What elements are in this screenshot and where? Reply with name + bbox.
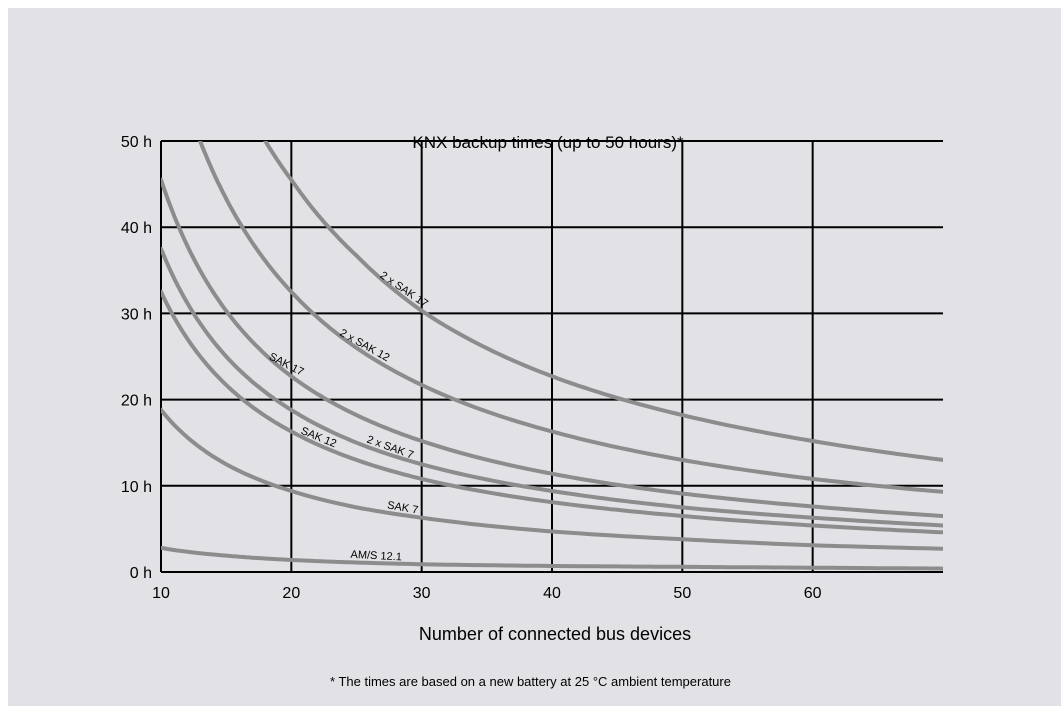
series-line (161, 246, 943, 528)
series-line (161, 545, 943, 571)
x-tick-label: 30 (413, 585, 431, 602)
series-label: AM/S 12.1 (350, 549, 402, 564)
x-tick-label: 10 (152, 585, 170, 602)
series-line (161, 407, 943, 551)
series-line (161, 177, 943, 518)
y-tick-label: 0 h (130, 565, 152, 582)
y-tick-label: 30 h (121, 306, 152, 323)
x-axis-label: Number of connected bus devices (419, 624, 691, 644)
x-tick-label: 50 (673, 585, 691, 602)
series-label: SAK 7 (386, 499, 419, 516)
footnote: * The times are based on a new battery a… (330, 674, 731, 689)
y-tick-label: 10 h (121, 479, 152, 496)
grid (160, 140, 943, 573)
y-tick-label: 20 h (121, 393, 152, 410)
x-tick-label: 40 (543, 585, 561, 602)
series-line (161, 289, 943, 535)
x-tick-label: 60 (804, 585, 822, 602)
series-layer (161, 141, 943, 571)
x-tick-label: 20 (282, 585, 300, 602)
chart-title: KNX backup times (up to 50 hours)* (412, 133, 684, 152)
y-tick-label: 40 h (121, 220, 152, 237)
tick-labels: 0 h 10 h 20 h 30 h 40 h 50 h 10 20 30 40 50 60 (121, 134, 822, 602)
series-line (263, 141, 943, 462)
y-tick-label: 50 h (121, 134, 152, 151)
chart-panel (8, 8, 1061, 706)
series-label: 2 x SAK 12 (337, 327, 391, 364)
series-line (198, 141, 943, 494)
